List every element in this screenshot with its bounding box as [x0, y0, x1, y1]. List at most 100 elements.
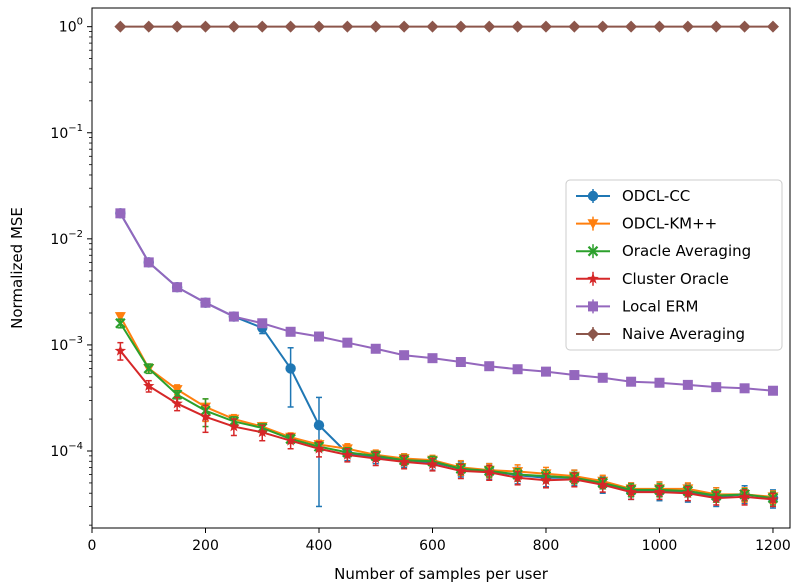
series-cluster-oracle: [114, 341, 779, 508]
legend-label: Cluster Oracle: [622, 270, 729, 288]
y-tick-label: 10−3: [50, 335, 83, 354]
data-point: [597, 372, 608, 383]
data-point: [682, 487, 694, 499]
legend-item: Naive Averaging: [576, 325, 745, 343]
data-point: [767, 493, 779, 505]
legend-box: [565, 179, 783, 351]
data-point: [483, 466, 495, 478]
data-point: [483, 20, 496, 33]
data-point: [653, 20, 666, 33]
data-point: [625, 486, 637, 497]
data-point: [738, 490, 751, 502]
legend-item: Oracle Averaging: [576, 242, 751, 260]
series-naive-averaging: [114, 20, 779, 33]
legend-item: Local ERM: [576, 297, 699, 315]
data-point: [681, 20, 694, 33]
legend-label: ODCL-CC: [622, 187, 690, 205]
data-point: [710, 492, 722, 503]
data-point: [625, 20, 638, 33]
data-point: [172, 282, 183, 293]
legend-label: Oracle Averaging: [622, 242, 751, 260]
data-point: [114, 344, 127, 356]
series-line: [119, 322, 774, 500]
data-point: [597, 478, 609, 490]
x-axis: 0 200 400 600 800 1000 1200: [88, 528, 791, 554]
data-point: [399, 350, 410, 361]
data-point: [313, 442, 325, 454]
x-tick-label: 1200: [755, 538, 791, 554]
data-point: [540, 366, 551, 377]
legend-item: ODCL-KM++: [576, 215, 717, 233]
y-tick-label: 10−1: [50, 123, 83, 142]
x-tick-label: 600: [419, 538, 446, 554]
x-tick-label: 0: [88, 538, 97, 554]
data-point: [285, 363, 296, 374]
data-point: [426, 458, 439, 470]
data-point: [455, 464, 467, 476]
data-point: [312, 20, 325, 33]
legend-marker: [588, 301, 598, 312]
data-point: [738, 20, 751, 33]
data-point: [766, 20, 779, 33]
data-point: [427, 353, 438, 364]
data-point: [115, 208, 126, 219]
data-point: [511, 20, 524, 33]
x-tick-label: 800: [533, 538, 560, 554]
data-point: [341, 448, 354, 460]
data-point: [143, 257, 154, 268]
data-point: [767, 385, 778, 396]
data-point: [511, 471, 524, 483]
plot-area: [114, 20, 779, 509]
data-point: [710, 20, 723, 33]
data-point: [200, 297, 211, 308]
x-tick-label: 400: [306, 538, 333, 554]
data-point: [484, 361, 495, 372]
data-point: [171, 20, 184, 33]
data-point: [284, 434, 297, 446]
y-tick-label: 10−2: [50, 229, 83, 248]
legend-marker: [587, 272, 599, 284]
data-point: [512, 364, 523, 375]
legend-marker: [587, 190, 599, 202]
series-line: [119, 316, 774, 498]
legend-label: Naive Averaging: [622, 325, 745, 343]
y-tick-label: 100: [59, 17, 83, 36]
data-point: [568, 473, 581, 485]
data-point: [227, 20, 240, 33]
data-point: [654, 377, 665, 388]
data-point: [540, 474, 552, 486]
data-point: [539, 20, 552, 33]
x-axis-label: Number of samples per user: [334, 565, 549, 583]
data-point: [171, 397, 183, 409]
data-point: [142, 20, 155, 33]
x-tick-label: 1000: [642, 538, 678, 554]
data-point: [256, 20, 269, 33]
legend-item: ODCL-CC: [576, 187, 690, 205]
y-axis-label: Normalized MSE: [8, 207, 26, 329]
data-point: [370, 343, 381, 354]
data-point: [284, 20, 297, 33]
data-point: [114, 20, 127, 33]
data-point: [199, 410, 212, 422]
data-point: [143, 380, 155, 391]
data-point: [596, 20, 609, 33]
data-point: [369, 20, 382, 33]
legend-item: Cluster Oracle: [576, 270, 729, 288]
data-point: [115, 317, 126, 329]
axes-frame: [91, 7, 791, 529]
data-point: [739, 383, 750, 394]
data-point: [426, 20, 439, 33]
data-point: [342, 337, 353, 348]
data-point: [114, 312, 126, 323]
legend-marker: [587, 219, 599, 230]
legend-marker: [587, 328, 599, 340]
data-point: [370, 452, 382, 464]
legend-marker: [587, 245, 599, 257]
legend-label: Local ERM: [622, 297, 699, 315]
data-point: [143, 363, 155, 374]
data-point: [285, 326, 296, 337]
legend: ODCL-CC ODCL-KM++ Oracle Averaging Cluster …: [565, 179, 783, 351]
y-tick-label: 10−4: [50, 441, 83, 460]
x-tick-label: 200: [192, 538, 219, 554]
